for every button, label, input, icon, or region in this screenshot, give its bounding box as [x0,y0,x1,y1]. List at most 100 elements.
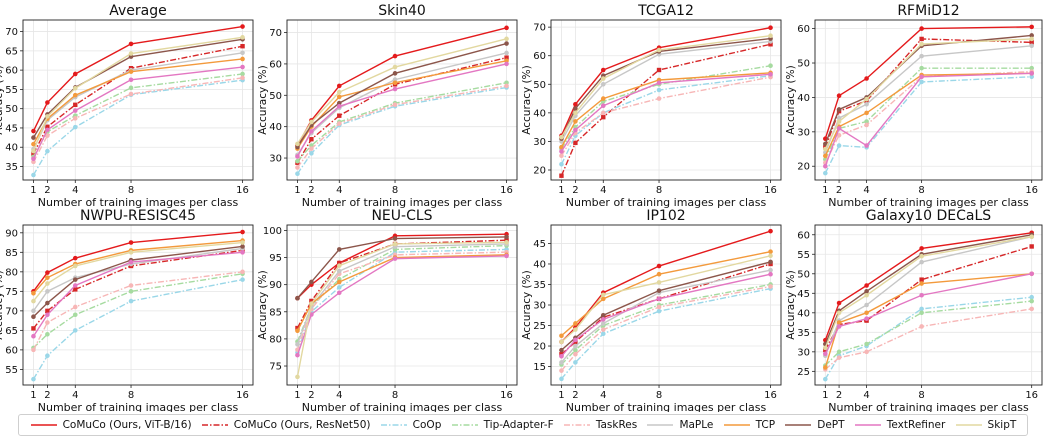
data-point-taskres [600,110,606,116]
series-line-tcp [296,254,507,332]
data-point-dept [392,71,398,76]
data-point-taskres [559,368,564,373]
y-tick-label: 50 [797,59,810,70]
x-tick-label: 8 [656,185,662,196]
y-tick-label: 15 [533,362,546,373]
data-point-maple [1029,43,1034,49]
panel-galaxy10-decals: 25 30 35 40 45 50 55 60 1 2 4 8 16 Galaxy10 DECaLS Num… [785,208,1043,412]
legend-label: MaPLe [679,419,714,431]
x-tick-label: 8 [918,185,924,196]
axes-frame [550,19,782,181]
series-line-coop [32,278,243,380]
panel-tcga12: 20 30 40 50 60 70 1 2 4 8 16 TCGA12 Number of traini… [521,3,782,209]
data-point-maple [768,267,773,273]
data-point-skipt [1029,36,1034,42]
data-point-skipt [768,33,773,39]
data-point-skipt [336,263,342,268]
y-tick-label: 60 [797,24,810,35]
x-tick-label: 2 [836,185,842,196]
legend-item-maple: MaPLe [646,419,713,431]
data-point-comuco-ours-vit-b-16 [72,71,78,77]
series-line-tip-adapter-f [560,283,771,365]
data-point-tcp [336,279,342,285]
data-point-taskres [573,351,578,357]
series-line-taskres [296,251,507,350]
data-point-textrefiner [392,256,398,261]
series-line-tip-adapter-f [296,244,507,342]
series-line-coop [296,86,507,175]
y-tick-label: 85 [269,307,282,318]
series-line-comuco-ours-resnet50 [560,43,771,176]
y-tick-label: 40 [5,143,18,154]
x-tick-label: 1 [30,390,36,401]
x-tick-label: 4 [863,390,869,401]
panel-neu-cls: 75 80 85 90 95 100 1 2 4 8 16 NEU-CLS Number of trai… [257,208,518,412]
data-point-taskres [504,83,509,89]
y-axis-label: Accuracy (%) [257,65,269,134]
data-point-textrefiner [823,351,828,357]
data-point-coop [1029,74,1034,80]
data-point-taskres [600,327,606,332]
data-point-tcp [128,69,134,74]
data-point-taskres [72,304,78,310]
data-point-comuco-ours-vit-b-16 [31,128,36,134]
data-point-comuco-ours-vit-b-16 [836,300,842,306]
series-line-maple [32,247,243,312]
chart-title: RFMiD12 [897,3,959,19]
panel-skin40: 30 40 50 60 70 1 2 4 8 16 Skin40 Number of training… [257,3,518,209]
data-point-textrefiner [768,271,773,277]
x-tick-label: 2 [572,185,578,196]
data-point-coop [72,328,78,333]
y-axis-label: Accuracy (%) [521,270,533,339]
data-point-textrefiner [31,333,36,339]
data-point-taskres [240,269,245,275]
y-tick-label: 60 [5,345,18,356]
data-point-tcp [836,320,842,325]
data-point-skipt [128,51,134,56]
data-point-textrefiner [656,296,662,302]
data-point-comuco-ours-resnet50 [45,308,50,314]
series-line-comuco-ours-resnet50 [824,245,1032,351]
data-point-coop [128,298,134,304]
data-point-dept [836,107,842,112]
data-point-skipt [1029,234,1034,240]
panel-ip102: 15 20 25 30 35 40 45 1 2 4 8 16 IP102 Number of train… [521,208,782,412]
data-point-tip-adapter-f [45,331,50,337]
x-tick-label: 1 [822,185,828,196]
x-tick-label: 4 [600,390,606,401]
y-tick-label: 20 [797,162,810,173]
legend-label: CoMuCo (Ours, ViT-B/16) [62,419,192,431]
data-point-maple [240,50,245,56]
x-tick-label: 8 [128,390,134,401]
data-point-comuco-ours-vit-b-16 [768,25,773,31]
data-point-comuco-ours-resnet50 [1029,244,1034,249]
series-line-tip-adapter-f [32,273,243,349]
data-point-textrefiner [919,74,924,80]
data-point-dept [573,106,578,111]
x-tick-label: 1 [558,390,564,401]
data-point-maple [836,115,842,121]
series-line-coop [824,296,1032,380]
data-point-taskres [919,324,924,329]
series-line-coop [560,287,771,380]
data-point-skipt [823,146,828,152]
legend-item-textrefiner: TextRefiner [854,419,945,431]
data-point-comuco-ours-resnet50 [309,298,314,304]
data-point-tcp [864,110,869,116]
series-line-dept [824,34,1032,145]
legend-swatch [380,424,407,426]
legend-item-coop: CoOp [380,419,441,431]
data-point-skipt [656,47,662,53]
data-point-skipt [45,281,50,286]
data-point-comuco-ours-resnet50 [559,173,564,178]
series-line-dept [824,234,1032,345]
data-point-dept [600,312,606,318]
y-tick-label: 85 [5,248,18,259]
data-point-textrefiner [836,126,842,131]
data-point-tip-adapter-f [72,312,78,318]
x-tick-label: 16 [764,390,777,401]
data-point-tcp [392,80,398,86]
series-line-coop [560,75,771,165]
x-axis-label: Number of training images per class [828,401,1029,412]
y-tick-label: 40 [533,108,546,119]
